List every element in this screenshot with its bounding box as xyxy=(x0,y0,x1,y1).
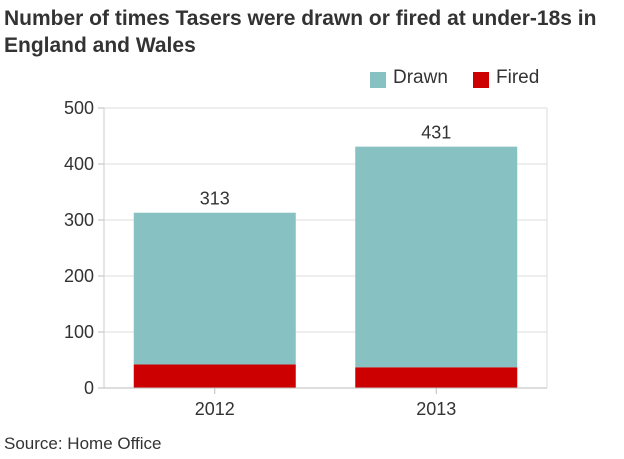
legend-label-drawn: Drawn xyxy=(393,67,448,88)
bar-fired-2012 xyxy=(133,364,296,388)
y-tick-label: 0 xyxy=(84,378,94,398)
x-tick-label-2012: 2012 xyxy=(195,399,235,419)
data-label-2012: 313 xyxy=(200,189,230,209)
y-tick-label: 400 xyxy=(64,154,94,174)
y-tick-label: 100 xyxy=(64,322,94,342)
x-tick-label-2013: 2013 xyxy=(416,399,456,419)
legend-swatch-fired xyxy=(473,72,489,88)
bar-fired-2013 xyxy=(355,367,518,388)
legend: Drawn Fired xyxy=(340,66,550,96)
legend-label-fired: Fired xyxy=(496,67,540,88)
y-tick-label: 300 xyxy=(64,210,94,230)
chart-title: Number of times Tasers were drawn or fir… xyxy=(4,7,597,57)
data-label-2013: 431 xyxy=(421,123,451,143)
y-tick-label: 200 xyxy=(64,266,94,286)
source-note: Source: Home Office xyxy=(4,434,162,453)
bar-drawn-2012 xyxy=(133,212,296,365)
bar-chart: 0 100 200 300 400 500 313 2012 431 2013 xyxy=(64,98,548,419)
y-tick-label: 500 xyxy=(64,98,94,118)
legend-swatch-drawn xyxy=(370,72,386,88)
bar-drawn-2013 xyxy=(355,146,518,368)
